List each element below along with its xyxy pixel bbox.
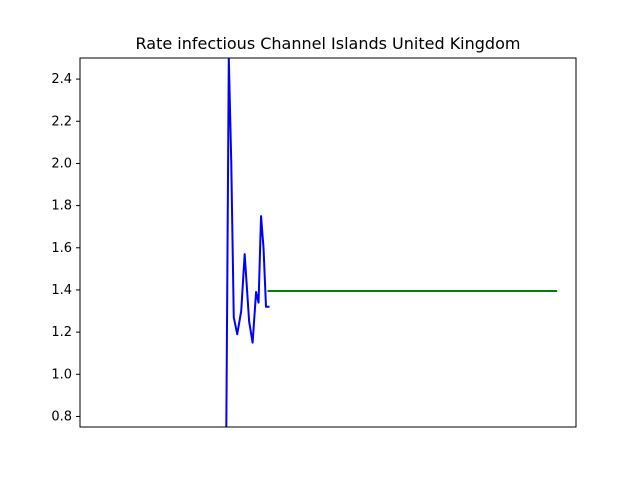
y-tick-label-7: 2.0 — [51, 156, 72, 171]
series-layer — [225, 58, 558, 427]
y-tick-label-4: 1.4 — [51, 283, 72, 298]
plot-frame — [79, 57, 577, 428]
axes-layer: 0.8 1.0 1.2 1.4 1.6 1.8 2.0 2.2 2.4 — [51, 57, 577, 428]
plot-background — [80, 58, 576, 427]
y-tick-label-8: 2.2 — [51, 114, 72, 129]
y-tick-label-3: 1.2 — [51, 325, 72, 340]
chart-title: Rate infectious Channel Islands United K… — [136, 34, 521, 53]
plot-area — [80, 58, 576, 427]
y-tick-label-1: 0.8 — [51, 409, 72, 424]
y-tick-label-2: 1.0 — [51, 367, 72, 382]
y-tick-label-9: 2.4 — [51, 72, 72, 87]
y-tick-label-5: 1.6 — [51, 241, 72, 256]
y-tick-label-6: 1.8 — [51, 199, 72, 214]
series-line-1 — [225, 58, 270, 427]
